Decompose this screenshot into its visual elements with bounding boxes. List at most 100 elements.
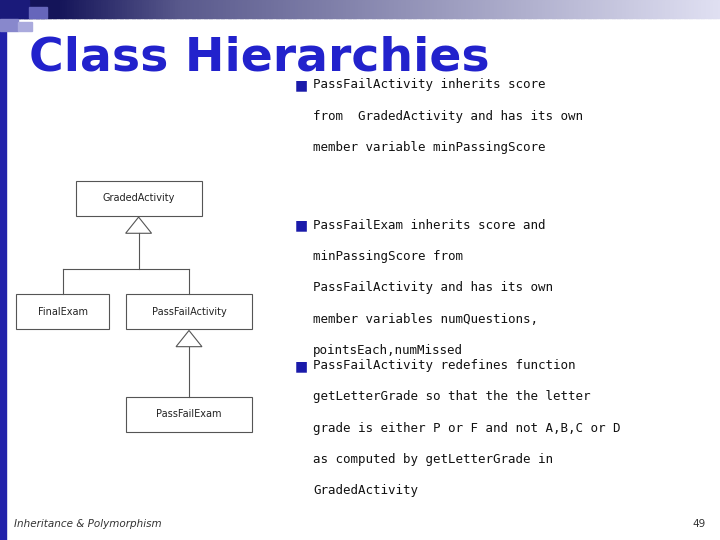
Text: PassFailActivity redefines function: PassFailActivity redefines function xyxy=(313,359,576,372)
Text: GradedActivity: GradedActivity xyxy=(102,193,175,204)
Bar xyxy=(322,0,325,18)
Bar xyxy=(151,0,154,18)
Bar xyxy=(17,0,20,18)
Bar xyxy=(55,0,58,18)
Bar xyxy=(117,0,121,18)
Bar xyxy=(466,0,469,18)
Bar xyxy=(72,0,75,18)
Bar xyxy=(660,0,663,18)
Bar xyxy=(204,0,207,18)
Bar xyxy=(540,0,543,18)
Bar xyxy=(126,294,252,329)
Bar xyxy=(446,0,449,18)
Bar xyxy=(621,0,625,18)
Bar xyxy=(221,0,224,18)
Bar xyxy=(492,0,495,18)
Bar xyxy=(317,0,320,18)
Bar xyxy=(703,0,706,18)
Bar xyxy=(86,0,89,18)
Bar xyxy=(168,0,171,18)
Bar xyxy=(230,0,233,18)
Bar xyxy=(310,0,312,18)
Bar xyxy=(675,0,678,18)
Bar xyxy=(557,0,560,18)
Bar xyxy=(585,0,589,18)
Bar xyxy=(286,0,289,18)
Bar xyxy=(0,0,6,540)
Bar xyxy=(290,0,294,18)
Bar xyxy=(646,0,649,18)
Bar xyxy=(549,0,553,18)
Text: ■: ■ xyxy=(295,78,308,92)
Bar xyxy=(189,0,193,18)
Bar xyxy=(639,0,642,18)
Bar xyxy=(444,0,447,18)
Bar xyxy=(610,0,613,18)
Bar xyxy=(171,0,174,18)
Bar xyxy=(715,0,719,18)
Bar xyxy=(122,0,125,18)
Bar xyxy=(605,0,608,18)
Bar xyxy=(362,0,366,18)
Bar xyxy=(425,0,428,18)
Bar xyxy=(161,0,164,18)
Text: as computed by getLetterGrade in: as computed by getLetterGrade in xyxy=(313,453,553,466)
Text: PassFailActivity inherits score: PassFailActivity inherits score xyxy=(313,78,546,91)
Bar xyxy=(18,22,32,31)
Bar xyxy=(502,0,505,18)
Bar xyxy=(228,0,231,18)
Bar xyxy=(0,0,3,18)
Bar xyxy=(518,0,521,18)
Bar xyxy=(144,0,147,18)
Text: pointsEach,numMissed: pointsEach,numMissed xyxy=(313,344,463,357)
Bar xyxy=(312,0,315,18)
Bar xyxy=(197,0,200,18)
Bar xyxy=(113,0,116,18)
Bar xyxy=(319,0,323,18)
Bar xyxy=(76,181,202,216)
Bar xyxy=(297,0,301,18)
Bar xyxy=(218,0,222,18)
Bar xyxy=(571,0,575,18)
Bar xyxy=(146,0,150,18)
Bar xyxy=(459,0,462,18)
Bar xyxy=(650,0,654,18)
Bar xyxy=(238,0,240,18)
Bar xyxy=(562,0,564,18)
Bar xyxy=(677,0,680,18)
Bar xyxy=(487,0,490,18)
Bar xyxy=(686,0,690,18)
Bar xyxy=(14,0,17,18)
Bar xyxy=(58,0,60,18)
Bar xyxy=(588,0,591,18)
Bar xyxy=(581,0,584,18)
Bar xyxy=(396,0,399,18)
Bar xyxy=(477,0,481,18)
Bar xyxy=(19,0,22,18)
Bar xyxy=(67,0,71,18)
Bar xyxy=(600,0,603,18)
Bar xyxy=(45,0,49,18)
Bar xyxy=(199,0,202,18)
Bar xyxy=(718,0,720,18)
Bar xyxy=(372,0,375,18)
Bar xyxy=(192,0,195,18)
Bar xyxy=(454,0,456,18)
Bar xyxy=(34,0,37,18)
Bar xyxy=(81,0,85,18)
Bar xyxy=(497,0,500,18)
Text: PassFailActivity: PassFailActivity xyxy=(152,307,226,317)
Bar xyxy=(413,0,416,18)
Bar xyxy=(509,0,512,18)
Bar xyxy=(156,0,159,18)
Bar xyxy=(250,0,253,18)
Bar xyxy=(578,0,582,18)
Bar xyxy=(648,0,651,18)
Bar xyxy=(631,0,634,18)
Bar xyxy=(449,0,452,18)
Bar xyxy=(48,0,51,18)
Bar xyxy=(641,0,644,18)
Bar xyxy=(295,0,298,18)
Bar xyxy=(617,0,620,18)
Bar xyxy=(106,0,109,18)
